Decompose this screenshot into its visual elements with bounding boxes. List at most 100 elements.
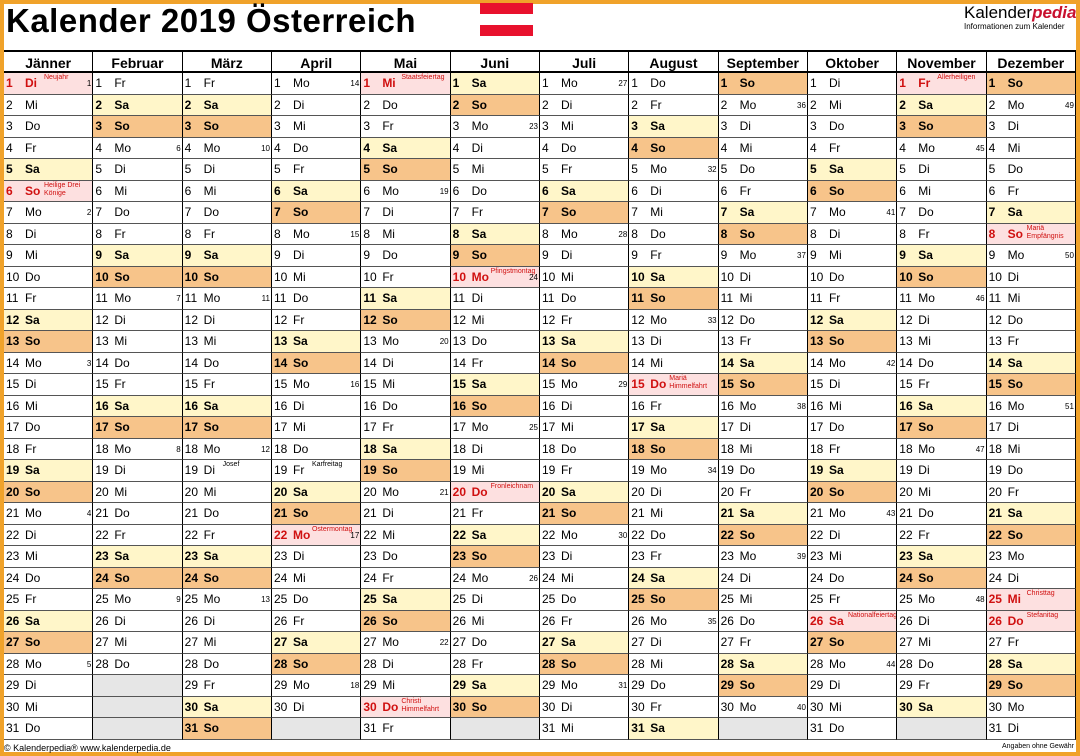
weekday-label: So (25, 484, 41, 499)
day-cell: 31 So (182, 718, 272, 740)
weekday-label: Di (203, 312, 215, 327)
day-number: 24 (899, 570, 913, 585)
day-number: 24 (184, 570, 199, 585)
day-number: 24 (6, 570, 20, 585)
day-number: 1 (452, 76, 460, 90)
day-cell: 3 Do (4, 116, 94, 138)
day-number: 27 (95, 635, 109, 649)
day-cell: 1 Mo 14 (271, 73, 362, 95)
weekday-label: Sa (382, 592, 397, 606)
day-cell: 20 Sa (539, 481, 630, 503)
weekday-label: Di (203, 613, 215, 628)
day-number: 30 (720, 699, 734, 714)
weekday-label: Do (114, 506, 130, 520)
day-cell: 21 So (539, 503, 630, 525)
weekday-label: Fr (203, 527, 215, 542)
day-cell: 26 Do (718, 610, 808, 632)
day-cell: 22 Do (629, 524, 719, 546)
day-cell: 7 Mo 41 (807, 202, 898, 224)
weekday-label: Sa (650, 420, 665, 434)
day-number: 12 (631, 312, 645, 327)
weekday-label: Mo (650, 312, 667, 327)
weekday-label: Mo (114, 140, 131, 155)
day-number: 22 (273, 527, 288, 542)
day-number: 3 (809, 119, 817, 133)
month-header: November (897, 50, 987, 73)
week-number: 51 (1065, 401, 1074, 411)
day-number: 26 (363, 613, 377, 628)
day-cell: 16 Fr (629, 395, 719, 417)
day-number: 4 (541, 140, 549, 155)
day-number: 9 (541, 248, 549, 262)
day-number: 23 (95, 549, 109, 563)
day-cell: 15 Sa (450, 374, 540, 396)
weekday-label: Mi (560, 570, 574, 585)
day-number: 16 (184, 398, 199, 413)
day-number: 7 (184, 205, 192, 219)
week-number: 39 (797, 552, 806, 561)
weekday-label: So (1007, 76, 1023, 90)
day-number: 30 (899, 699, 913, 714)
day-number: 15 (273, 377, 288, 391)
day-cell: 20 Fr (986, 481, 1076, 503)
day-cell: 11 Mo 7 (93, 288, 183, 310)
weekday-label: Do (203, 506, 219, 520)
day-number: 12 (273, 312, 288, 327)
day-cell: 18 So (629, 438, 719, 460)
day-number: 20 (273, 484, 288, 499)
day-cell: 9 Mo 50 (986, 245, 1076, 267)
day-number: 4 (899, 140, 906, 155)
day-cell: 14 Do (93, 352, 183, 374)
empty-day-cell (93, 696, 183, 718)
page-title: Kalender 2019 Österreich (6, 2, 417, 39)
weekday-label: Sa (918, 248, 933, 262)
day-cell: 4 Mo 45 (897, 137, 987, 159)
day-number: 13 (541, 334, 556, 348)
weekday-label: So (471, 97, 487, 112)
weekday-label: Di (650, 484, 662, 499)
week-number: 10 (261, 143, 270, 153)
weekday-label: Di (739, 269, 751, 284)
day-number: 9 (95, 248, 103, 262)
weekday-label: Di (828, 527, 841, 542)
day-number: 7 (899, 205, 906, 219)
day-number: 21 (631, 506, 645, 520)
day-number: 21 (363, 506, 377, 520)
day-number: 14 (631, 355, 645, 370)
day-cell: 27 Fr (986, 632, 1076, 654)
day-number: 11 (899, 291, 912, 305)
day-number: 23 (452, 549, 466, 563)
day-cell: 25 Fr (4, 589, 94, 611)
day-cell: 29 Mo 18 (271, 675, 362, 697)
day-cell: 15 Do Mariä Himmelfahrt (629, 374, 719, 396)
day-cell: 13 Mi (897, 331, 987, 353)
day-number: 19 (720, 463, 734, 477)
weekday-label: Di (382, 656, 394, 671)
day-cell: 16 Mi (807, 395, 898, 417)
weekday-label: Do (292, 140, 309, 155)
day-cell: 27 Mi (182, 632, 272, 654)
week-number: 45 (975, 143, 985, 153)
weekday-label: Fr (739, 334, 751, 348)
weekday-label: Sa (650, 119, 665, 133)
weekday-label: Di (1007, 721, 1019, 735)
day-number: 1 (809, 76, 817, 90)
weekday-label: Do (292, 592, 309, 606)
weekday-label: Di (292, 398, 305, 413)
day-cell: 24 So (182, 567, 272, 589)
day-number: 30 (184, 699, 199, 714)
day-cell: 20 Mi (93, 481, 183, 503)
day-number: 10 (988, 269, 1002, 284)
day-cell: 15 Mi (361, 374, 451, 396)
day-number: 2 (452, 97, 460, 112)
weekday-label: Do (828, 119, 845, 133)
day-number: 26 (988, 613, 1002, 628)
weekday-label: Di (918, 613, 930, 628)
day-number: 29 (631, 678, 645, 692)
day-number: 15 (631, 377, 645, 391)
month-header: August (629, 50, 719, 73)
day-number: 8 (541, 226, 549, 241)
weekday-label: Di (203, 463, 215, 477)
day-number: 17 (541, 420, 556, 434)
weekday-label: Di (114, 312, 126, 327)
